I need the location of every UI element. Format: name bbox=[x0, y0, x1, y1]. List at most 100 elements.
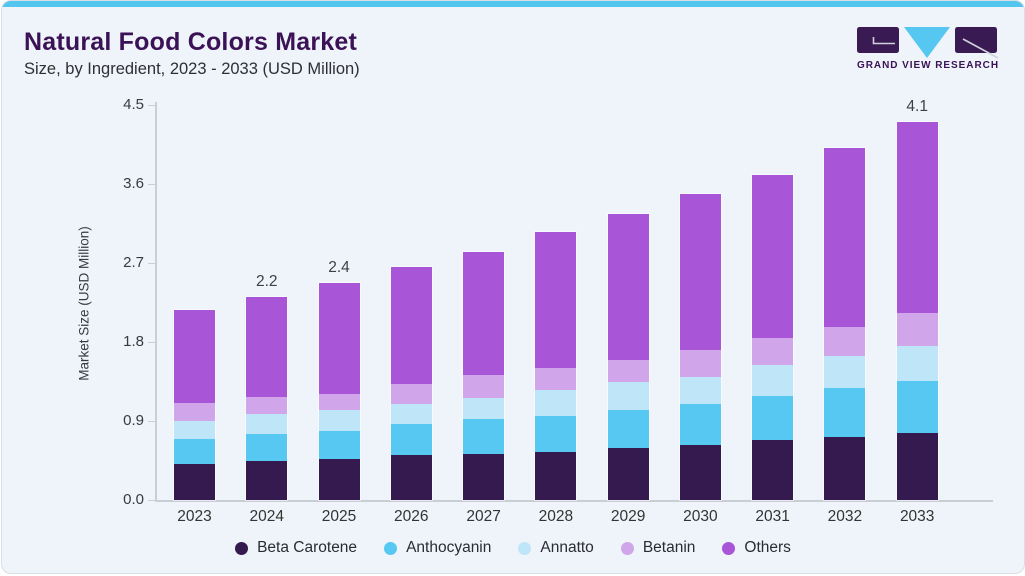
grand-view-research-logo: GRAND VIEW RESEARCH bbox=[857, 27, 999, 71]
bar-segment-anthocyanin-2030 bbox=[679, 404, 721, 445]
y-tick-label: 3.6 bbox=[123, 175, 144, 192]
x-axis-label: 2026 bbox=[394, 508, 429, 525]
legend-label: Betanin bbox=[642, 539, 696, 556]
bar-segment-annatto-2030 bbox=[679, 377, 721, 405]
bar-segment-betanin-2032 bbox=[824, 327, 866, 357]
bar-segment-anthocyanin-2025 bbox=[318, 430, 360, 459]
y-tick-mark bbox=[148, 105, 155, 106]
y-tick-label: 4.5 bbox=[123, 96, 144, 113]
y-tick-mark bbox=[148, 184, 155, 185]
y-axis-title: Market Size (USD Million) bbox=[76, 226, 92, 381]
bar-segment-annatto-2028 bbox=[535, 390, 577, 416]
bar-segment-others-2030 bbox=[679, 193, 721, 350]
bar-segment-annatto-2025 bbox=[318, 410, 360, 431]
y-tick-label: 0.9 bbox=[123, 412, 144, 429]
bar-segment-others-2031 bbox=[752, 175, 794, 338]
bar-segment-anthocyanin-2029 bbox=[607, 409, 649, 449]
bar-segment-beta-carotene-2026 bbox=[390, 455, 432, 500]
legend-marker-icon bbox=[722, 541, 736, 555]
bar-segment-others-2028 bbox=[535, 232, 577, 369]
bar-segment-beta-carotene-2023 bbox=[174, 463, 215, 500]
bar-segment-beta-carotene-2027 bbox=[463, 454, 505, 500]
bar-segment-anthocyanin-2023 bbox=[174, 439, 215, 464]
bar-2023 bbox=[173, 309, 216, 501]
logo-g-stroke bbox=[872, 37, 895, 45]
bar-2028 bbox=[534, 231, 578, 501]
legend-item-anthocyanin: Anthocyanin bbox=[384, 539, 491, 557]
bar-segment-others-2032 bbox=[824, 148, 866, 328]
bar-segment-annatto-2026 bbox=[390, 404, 432, 425]
bar-segment-betanin-2031 bbox=[752, 337, 794, 365]
bar-segment-beta-carotene-2028 bbox=[535, 451, 577, 500]
y-tick-mark bbox=[148, 263, 155, 264]
bar-segment-annatto-2023 bbox=[174, 420, 215, 440]
legend-marker-icon bbox=[235, 541, 249, 555]
bar-segment-annatto-2032 bbox=[824, 356, 866, 388]
bar-segment-beta-carotene-2025 bbox=[318, 458, 360, 500]
bar-segment-betanin-2027 bbox=[463, 375, 505, 399]
page-title: Natural Food Colors Market bbox=[24, 28, 358, 56]
legend-marker-icon bbox=[384, 541, 398, 555]
bar-segment-betanin-2026 bbox=[390, 384, 432, 405]
bar-segment-betanin-2028 bbox=[535, 368, 577, 391]
bar-segment-others-2023 bbox=[174, 310, 215, 404]
bar-segment-annatto-2024 bbox=[246, 413, 288, 435]
y-tick-mark bbox=[148, 500, 155, 501]
bar-segment-betanin-2023 bbox=[174, 403, 215, 421]
legend-label: Annatto bbox=[540, 539, 594, 556]
legend-label: Anthocyanin bbox=[406, 539, 492, 556]
bar-value-label: 2.2 bbox=[255, 273, 278, 291]
y-tick-mark bbox=[148, 342, 155, 343]
logo-gvr-glyphs bbox=[857, 27, 999, 59]
legend-item-beta-carotene: Beta Carotene bbox=[235, 539, 357, 557]
bar-segment-beta-carotene-2032 bbox=[824, 436, 866, 500]
y-axis-line bbox=[155, 102, 157, 500]
x-axis-label: 2031 bbox=[755, 508, 790, 525]
bar-2026 bbox=[389, 266, 433, 501]
bar-segment-annatto-2033 bbox=[896, 346, 938, 382]
bar-segment-beta-carotene-2024 bbox=[246, 461, 288, 500]
bar-2031 bbox=[751, 174, 795, 501]
x-axis-label: 2032 bbox=[827, 508, 863, 525]
logo-r-stroke bbox=[962, 38, 999, 59]
bar-segment-anthocyanin-2026 bbox=[390, 424, 432, 456]
bar-value-label: 4.1 bbox=[906, 97, 928, 115]
y-tick-mark bbox=[148, 421, 155, 422]
page-subtitle: Size, by Ingredient, 2023 - 2033 (USD Mi… bbox=[24, 60, 360, 78]
bar-segment-beta-carotene-2030 bbox=[679, 444, 721, 500]
logo-v-triangle bbox=[904, 27, 950, 58]
bar-segment-others-2027 bbox=[463, 251, 505, 376]
x-axis-label: 2023 bbox=[177, 508, 212, 525]
bar-segment-others-2029 bbox=[607, 213, 649, 360]
bar-2025 bbox=[317, 282, 361, 501]
bar-segment-annatto-2027 bbox=[463, 398, 505, 420]
bar-2032 bbox=[823, 147, 867, 501]
bar-segment-others-2025 bbox=[318, 283, 360, 394]
y-tick-label: 2.7 bbox=[123, 254, 144, 271]
y-tick-label: 0.0 bbox=[123, 491, 144, 508]
bar-segment-beta-carotene-2029 bbox=[607, 448, 649, 500]
x-axis-label: 2024 bbox=[249, 508, 284, 525]
bar-2029 bbox=[606, 212, 650, 501]
x-axis-label: 2029 bbox=[610, 508, 646, 525]
bar-segment-beta-carotene-2033 bbox=[896, 433, 938, 500]
legend-marker-icon bbox=[620, 541, 634, 555]
chart-legend: Beta Carotene Anthocyanin Annatto Betanin Ot… bbox=[2, 539, 1024, 557]
top-accent-bar bbox=[2, 1, 1024, 7]
x-axis-label: 2030 bbox=[683, 508, 718, 525]
bar-segment-anthocyanin-2032 bbox=[824, 387, 866, 437]
bar-segment-others-2033 bbox=[896, 121, 938, 314]
legend-marker-icon bbox=[518, 541, 532, 555]
bar-segment-betanin-2029 bbox=[607, 359, 649, 383]
logo-r-block bbox=[955, 27, 997, 53]
bar-segment-annatto-2031 bbox=[752, 364, 794, 396]
legend-item-betanin: Betanin bbox=[620, 539, 696, 557]
bar-segment-betanin-2024 bbox=[246, 397, 288, 414]
y-tick-label: 1.8 bbox=[123, 333, 144, 350]
bar-segment-betanin-2030 bbox=[679, 349, 721, 378]
x-axis-label: 2027 bbox=[466, 508, 501, 525]
bar-segment-others-2026 bbox=[390, 267, 432, 385]
bar-2027 bbox=[462, 250, 506, 501]
bar-segment-beta-carotene-2031 bbox=[752, 440, 794, 500]
